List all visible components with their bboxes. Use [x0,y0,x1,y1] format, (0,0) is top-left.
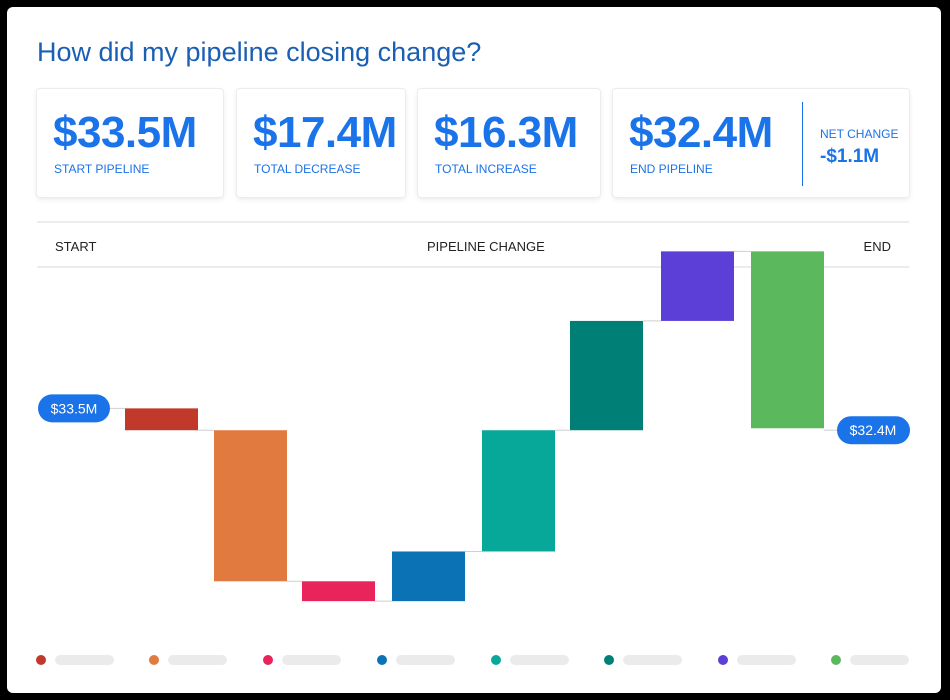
kpi-value: $32.4M [629,108,773,157]
kpi-label: END PIPELINE [630,162,713,176]
legend-swatch [718,655,728,665]
end-value-pill [837,416,910,445]
start-value-pill [38,394,110,423]
kpi-value: $16.3M [434,108,578,157]
waterfall-bar [482,430,555,552]
waterfall-bar [392,551,465,602]
kpi-total-increase: $16.3M TOTAL INCREASE [418,89,600,197]
kpi-value: $33.5M [53,108,197,157]
legend-label-placeholder [850,655,909,665]
waterfall-bar [751,251,824,429]
legend-swatch [36,655,46,665]
legend-swatch [604,655,614,665]
waterfall-chart: $33.5M $32.4M [38,250,910,602]
legend-swatch [149,655,159,665]
kpi-label: START PIPELINE [54,162,150,176]
legend-label-placeholder [55,655,114,665]
kpi-total-decrease: $17.4M TOTAL DECREASE [237,89,405,197]
legend-label-placeholder [168,655,227,665]
pipeline-card: How did my pipeline closing change? $33.… [7,7,941,693]
legend-swatch [263,655,273,665]
start-value-label: $33.5M [51,400,98,416]
kpi-divider [802,102,803,186]
waterfall-bar [125,408,198,431]
kpi-label: TOTAL INCREASE [435,162,537,176]
waterfall-bar [661,251,734,321]
waterfall-bar [570,320,643,431]
kpi-value: $17.4M [253,108,397,157]
legend-label-placeholder [510,655,569,665]
header-pipeline-change: PIPELINE CHANGE [427,239,545,254]
legend-label-placeholder [396,655,455,665]
kpi-label: TOTAL DECREASE [254,162,361,176]
kpi-start-pipeline: $33.5M START PIPELINE [37,89,223,197]
legend-swatch [831,655,841,665]
page-title: How did my pipeline closing change? [37,37,482,67]
legend-label-placeholder [623,655,682,665]
net-change-value: -$1.1M [820,146,880,167]
end-value-label: $32.4M [850,422,897,438]
header-end: END [863,239,891,254]
kpi-end-pipeline: $32.4M END PIPELINE NET CHANGE -$1.1M [613,89,909,197]
legend-label-placeholder [737,655,796,665]
legend-label-placeholder [282,655,341,665]
waterfall-bar [302,581,375,602]
legend-swatch [491,655,501,665]
chart-header-row: START PIPELINE CHANGE END [37,221,909,268]
net-change-label: NET CHANGE [820,127,899,141]
header-start: START [55,239,97,254]
legend-swatch [377,655,387,665]
waterfall-bar [214,430,287,582]
